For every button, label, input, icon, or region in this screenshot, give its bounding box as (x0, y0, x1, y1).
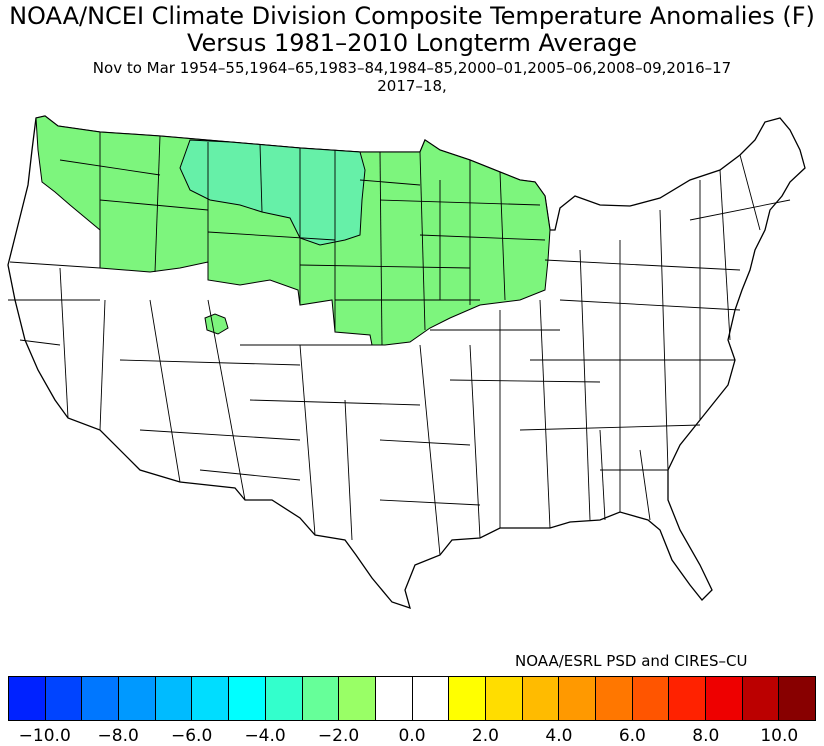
map-subtitle-years: Nov to Mar 1954–55,1964–65,1983–84,1984–… (92, 59, 732, 77)
us-climate-division-map (7, 115, 806, 610)
colorbar-tick-label: −6.0 (170, 726, 213, 746)
colorbar-swatch (706, 677, 743, 720)
map-title-line1: NOAA/NCEI Climate Division Composite Tem… (9, 2, 815, 30)
colorbar-swatch (779, 677, 816, 720)
colorbar-legend (8, 676, 816, 721)
colorbar-tick-label: 0.0 (398, 726, 426, 746)
credit-text: NOAA/ESRL PSD and CIRES–CU (515, 652, 748, 670)
colorbar-swatch (155, 677, 193, 720)
colorbar-swatch (632, 677, 670, 720)
colorbar-swatch (192, 677, 230, 720)
colorbar-swatch (9, 677, 46, 720)
colorbar-swatch (265, 677, 303, 720)
colorbar-swatch (229, 677, 266, 720)
colorbar-tick-label: −8.0 (97, 726, 139, 746)
colorbar-swatch (339, 677, 376, 720)
colorbar-tick-label: 6.0 (618, 726, 646, 746)
colorbar-swatch (559, 677, 596, 720)
anomaly-moderate-cool-region (179, 139, 366, 246)
colorbar-swatch (412, 677, 450, 720)
colorbar-swatch (522, 677, 560, 720)
colorbar-swatch (742, 677, 780, 720)
colorbar-tick-label: 2.0 (471, 726, 499, 746)
colorbar-tick-label: −4.0 (244, 726, 286, 746)
anomaly-utah-patch (204, 313, 229, 335)
colorbar-swatch (449, 677, 486, 720)
colorbar-swatch (302, 677, 340, 720)
colorbar-swatch (669, 677, 707, 720)
colorbar-swatch (596, 677, 633, 720)
colorbar-tick-label: −2.0 (317, 726, 360, 746)
colorbar-swatch (119, 677, 156, 720)
colorbar-swatch (45, 677, 83, 720)
map-subtitle-years-cont: 2017–18, (377, 77, 447, 95)
map-title-line2: Versus 1981–2010 Longterm Average (186, 29, 638, 57)
colorbar-swatch (82, 677, 120, 720)
colorbar-tick-label: 10.0 (760, 726, 799, 746)
division-boundaries (8, 132, 791, 556)
colorbar-swatch (375, 677, 413, 720)
colorbar-tick-label: 4.0 (545, 726, 573, 746)
colorbar-tick-label: −10.0 (18, 726, 71, 746)
colorbar-swatch (485, 677, 523, 720)
colorbar-tick-label: 8.0 (692, 726, 720, 746)
